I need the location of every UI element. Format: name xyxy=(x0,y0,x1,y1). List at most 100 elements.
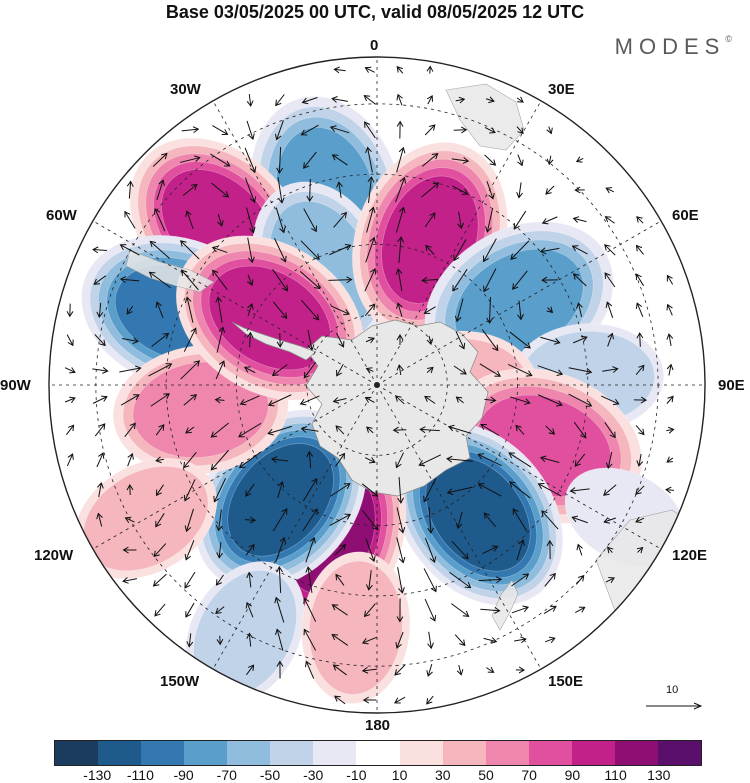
wind-vector xyxy=(212,125,229,135)
lon-label-60w: 60W xyxy=(46,207,77,224)
wind-vector xyxy=(510,240,530,260)
wind-vector xyxy=(148,363,173,377)
wind-vector xyxy=(452,185,469,195)
wind-vector xyxy=(238,451,261,469)
wind-vector xyxy=(119,365,142,373)
colorbar-tick-label: 70 xyxy=(521,767,537,783)
colorbar-tick-label: -90 xyxy=(173,767,194,783)
wind-vector xyxy=(546,539,554,560)
wind-vector xyxy=(272,301,288,319)
wind-vector xyxy=(119,276,140,283)
wind-vector xyxy=(396,302,403,317)
meridian-line xyxy=(212,100,378,386)
lon-label-90w: 90W xyxy=(0,377,31,394)
wind-vector xyxy=(247,237,255,264)
colorbar-segment xyxy=(270,741,314,765)
colorbar-segment xyxy=(399,741,443,765)
wind-vector xyxy=(424,124,436,136)
wind-vector xyxy=(486,296,494,324)
wind-vector xyxy=(330,305,350,316)
wind-vector xyxy=(423,568,437,593)
wind-vector xyxy=(424,598,437,622)
wind-vector xyxy=(575,156,584,163)
wind-vector xyxy=(215,360,226,380)
wind-vector xyxy=(184,571,196,589)
wind-vector xyxy=(66,334,74,347)
wind-vector xyxy=(395,176,407,203)
wind-vector xyxy=(184,296,194,323)
wind-vector xyxy=(396,507,406,534)
wind-vector xyxy=(576,302,583,317)
wind-vector xyxy=(427,631,434,650)
wind-vector xyxy=(636,546,644,554)
wind-vector xyxy=(272,269,289,292)
wind-vector xyxy=(424,395,436,404)
wind-vector xyxy=(479,363,502,377)
wind-vector xyxy=(572,273,587,287)
wind-vector xyxy=(483,637,498,644)
wind-vector xyxy=(156,179,165,200)
chart-title: Base 03/05/2025 00 UTC, valid 08/05/2025… xyxy=(165,2,585,22)
wind-vector xyxy=(512,508,528,532)
wind-vector xyxy=(277,481,285,499)
wind-vector xyxy=(183,394,197,406)
wind-vector xyxy=(568,393,593,407)
wind-vector xyxy=(97,482,104,498)
wind-vector xyxy=(364,267,377,292)
wind-vector xyxy=(335,425,345,435)
colorbar-segment xyxy=(614,741,658,765)
wind-vector xyxy=(244,177,257,204)
wind-vector xyxy=(275,536,286,563)
meridian-line xyxy=(212,384,378,670)
wind-vector xyxy=(119,244,140,256)
wind-vector xyxy=(517,154,524,167)
wind-vector xyxy=(511,605,530,614)
wind-vector xyxy=(92,395,108,404)
colorbar-segment xyxy=(657,741,701,765)
wind-vector xyxy=(217,213,224,227)
wind-vector xyxy=(121,337,139,345)
colorbar-tick-label: -10 xyxy=(346,767,367,783)
wind-vector xyxy=(365,146,373,173)
wind-vector xyxy=(238,422,262,438)
colorbar-segment xyxy=(141,741,185,765)
wind-vector xyxy=(334,695,346,705)
wind-vector xyxy=(603,517,616,524)
wind-vector xyxy=(365,336,375,344)
wind-vector xyxy=(276,333,284,348)
wind-vector xyxy=(601,395,620,406)
meridian-line xyxy=(376,384,662,550)
wind-vector xyxy=(275,207,286,234)
wind-vector xyxy=(307,329,315,351)
colorbar-tick-label: 90 xyxy=(564,767,581,783)
wind-vector xyxy=(246,664,255,676)
africa-tip xyxy=(445,83,525,151)
wind-vector xyxy=(607,332,614,347)
colorbar-segment xyxy=(184,741,228,765)
wind-vector xyxy=(452,268,468,292)
wind-vector xyxy=(365,538,376,563)
wind-vector xyxy=(455,511,463,530)
wind-vector xyxy=(666,303,673,316)
wind-vector xyxy=(666,333,674,346)
wind-vector xyxy=(364,66,375,73)
wind-vector xyxy=(120,394,140,406)
colorbar-segment xyxy=(442,741,486,765)
wind-vector xyxy=(423,478,437,503)
wind-vector xyxy=(484,154,497,166)
wind-vector xyxy=(395,631,404,649)
wind-vector xyxy=(397,567,405,594)
wind-vector xyxy=(482,238,497,263)
wind-vector xyxy=(396,364,404,375)
wind-vector xyxy=(150,393,171,407)
meridian-line xyxy=(376,100,542,386)
wind-vector xyxy=(545,636,556,644)
wind-vector xyxy=(574,186,585,194)
wind-vector xyxy=(635,516,645,523)
anomaly-contour xyxy=(132,361,269,458)
wind-vector xyxy=(303,208,317,233)
wind-vector xyxy=(539,455,560,463)
wind-vector xyxy=(247,274,254,287)
wind-vector xyxy=(423,306,436,314)
colorbar-tick-label: -130 xyxy=(83,767,112,783)
